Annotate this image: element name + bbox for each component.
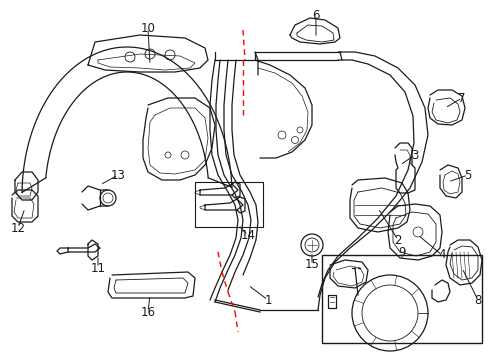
Text: 2: 2 [393, 234, 401, 247]
Text: 7: 7 [457, 91, 465, 104]
Text: 10: 10 [140, 22, 155, 35]
Text: 1: 1 [264, 293, 271, 306]
Bar [195, 182, 263, 227]
Text: 12: 12 [10, 221, 25, 234]
Bar [321, 255, 481, 343]
Text: 8: 8 [473, 293, 481, 306]
Text: 6: 6 [312, 9, 319, 22]
Text: 3: 3 [410, 149, 418, 162]
Text: 15: 15 [304, 258, 319, 271]
Text: 5: 5 [464, 168, 471, 181]
Text: 16: 16 [140, 306, 155, 319]
Text: 14: 14 [240, 229, 255, 242]
Text: 13: 13 [110, 168, 125, 181]
Text: 9: 9 [397, 246, 405, 258]
Text: 4: 4 [437, 248, 445, 261]
Text: 11: 11 [90, 261, 105, 274]
